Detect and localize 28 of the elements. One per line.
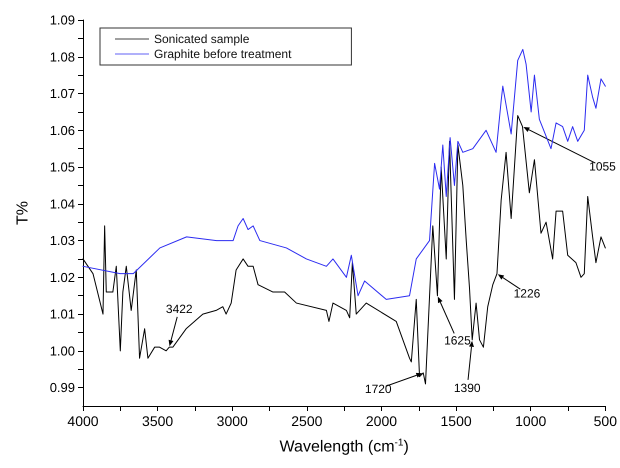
y-tick-label: 0.99 [50,380,75,396]
x-tick-label: 2500 [291,413,323,429]
annotation: 1390 [454,380,481,395]
x-tick-label: 500 [594,413,618,429]
y-tick-label: 1.04 [50,196,75,212]
annotation: 3422 [166,302,193,316]
annotation: 1625 [444,334,472,348]
y-tick-label: 1.03 [50,233,75,248]
x-tick-label: 3500 [142,413,174,429]
annotation: 1055 [589,160,616,174]
y-tick-label: 1.05 [50,160,75,175]
legend-label: Sonicated sample [154,32,250,46]
y-axis-title: T% [14,201,32,225]
y-tick-label: 1.08 [50,49,75,64]
x-tick-label: 4000 [67,413,99,429]
x-tick-label: 1500 [440,413,472,429]
y-tick-label: 1.01 [50,306,75,322]
legend-label: Graphite before treatment [154,47,292,61]
y-tick-label: 1.02 [50,270,75,285]
y-tick-label: 1.09 [50,12,75,28]
annotation: 1226 [514,286,541,301]
y-tick-label: 1.07 [50,86,75,102]
x-tick-label: 1000 [515,413,546,429]
x-tick-label: 2000 [366,413,398,429]
annotation: 1720 [364,382,392,396]
x-tick-label: 3000 [216,413,248,429]
y-tick-label: 1.00 [50,343,75,358]
y-tick-label: 1.06 [50,122,75,138]
